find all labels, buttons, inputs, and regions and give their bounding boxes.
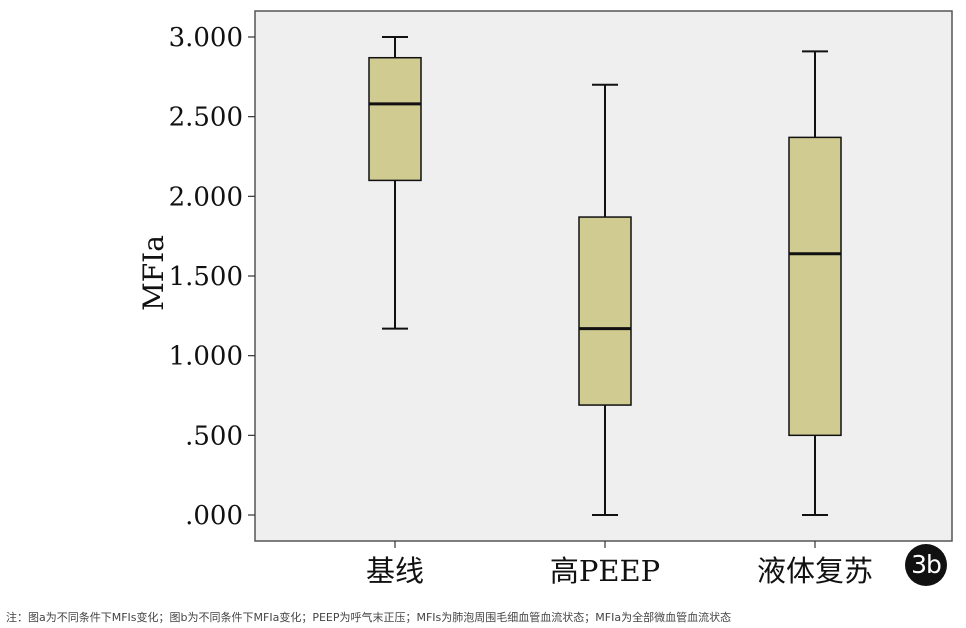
y-axis-label: MFIa — [137, 235, 170, 311]
x-tick-label: 高PEEP — [550, 554, 660, 588]
box-iqr — [578, 216, 632, 406]
box-iqr — [368, 56, 422, 182]
figure-note: 注：图a为不同条件下MFIs变化；图b为不同条件下MFIa变化；PEEP为呼气末… — [6, 611, 732, 624]
y-tick-label: 1.000 — [169, 342, 243, 372]
y-tick-label: 1.500 — [169, 262, 243, 292]
y-tick-label: .500 — [185, 421, 243, 451]
x-tick-label: 液体复苏 — [757, 554, 873, 588]
figure-label-badge: 3b — [905, 544, 947, 586]
x-tick-label: 基线 — [366, 554, 424, 588]
box-iqr — [788, 136, 842, 437]
y-tick-label: 2.000 — [169, 182, 243, 212]
y-tick-label: 3.000 — [169, 23, 243, 53]
y-tick-label: 2.500 — [169, 103, 243, 133]
y-tick-label: .000 — [185, 501, 243, 531]
